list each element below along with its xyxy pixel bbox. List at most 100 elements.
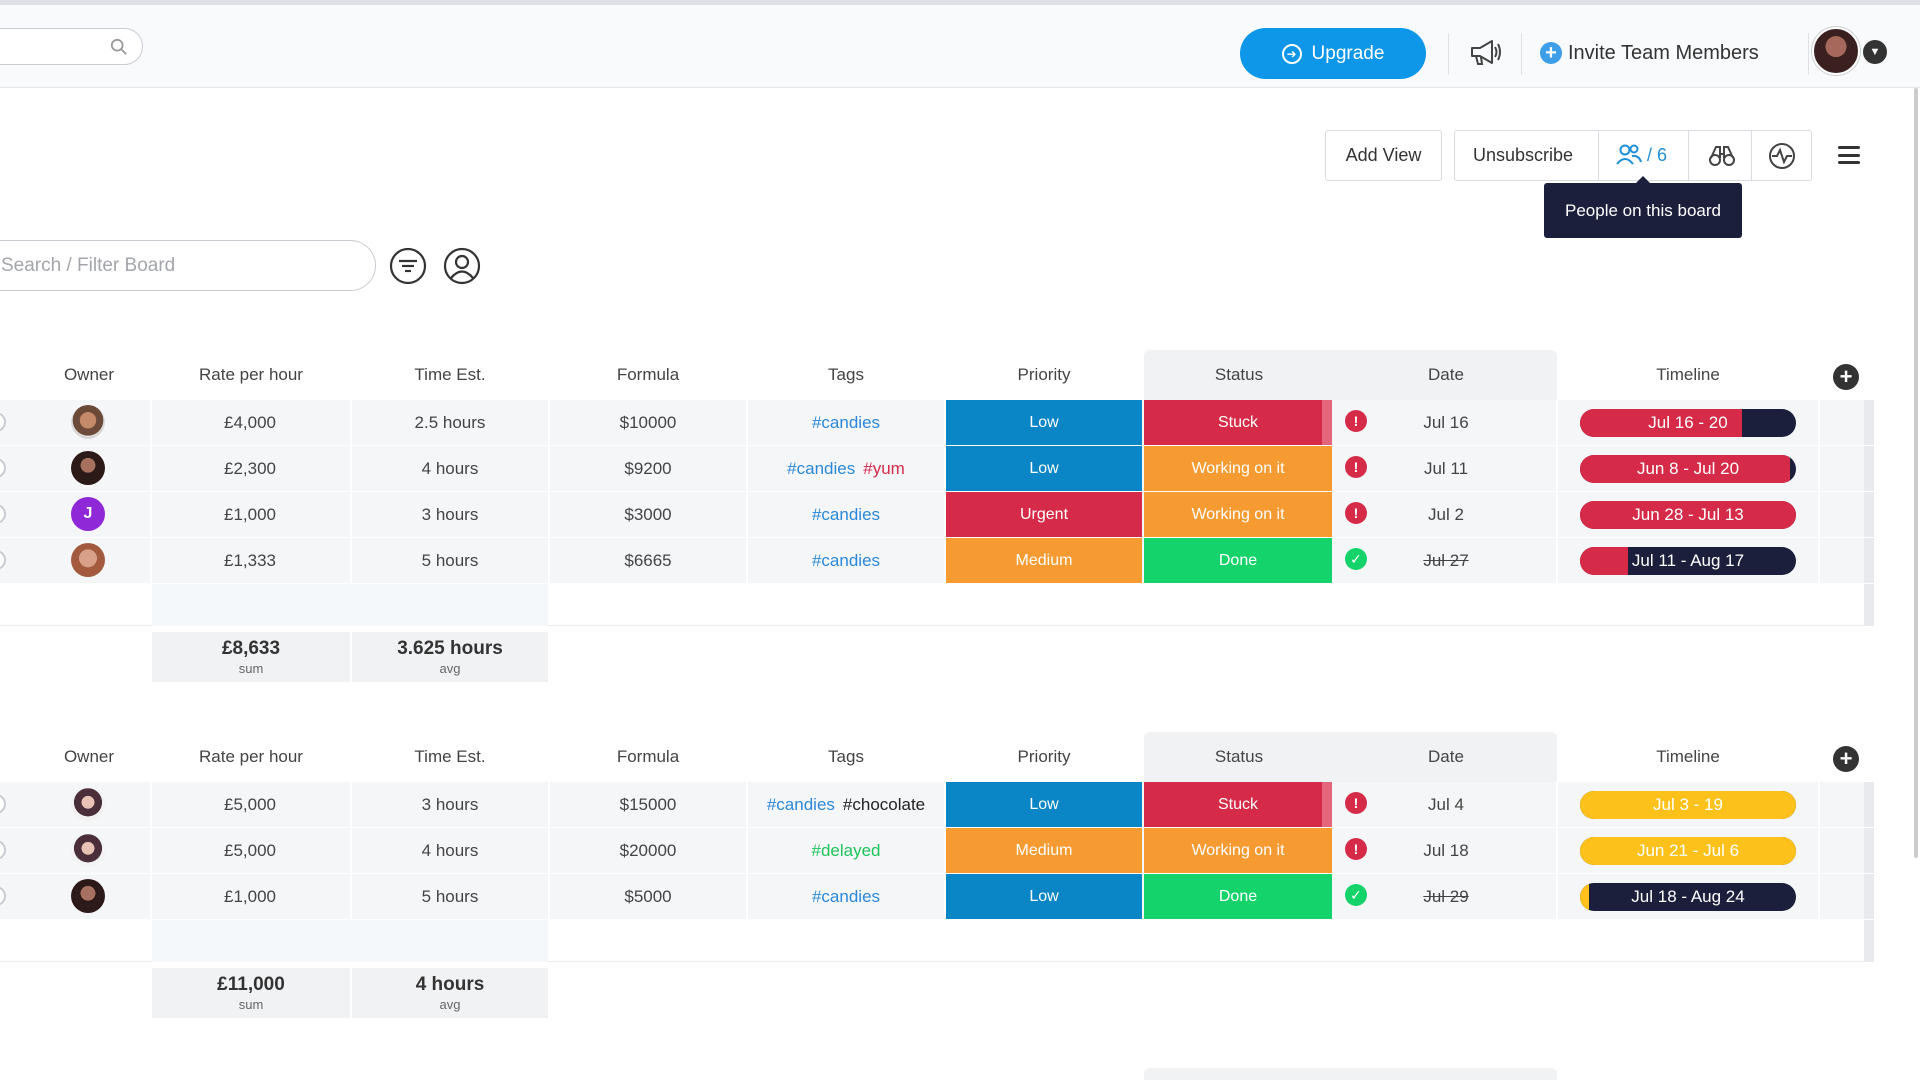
date-cell[interactable]: Jul 29 (1423, 886, 1469, 906)
column-header[interactable]: Time Est. (414, 747, 486, 766)
owner-avatar[interactable] (71, 451, 105, 485)
time-cell[interactable]: 5 hours (421, 550, 479, 570)
formula-cell[interactable]: $9200 (624, 458, 672, 478)
megaphone-icon[interactable] (1468, 37, 1502, 67)
menu-icon[interactable] (1838, 146, 1860, 164)
table-row[interactable] (0, 492, 1873, 537)
column-header[interactable]: Date (1428, 747, 1464, 766)
rate-cell[interactable]: £1,333 (224, 550, 276, 570)
formula-cell[interactable]: $3000 (624, 504, 672, 524)
column-header[interactable]: Status (1214, 747, 1264, 766)
date-cell[interactable]: Jul 16 (1423, 412, 1469, 432)
rate-cell[interactable]: £5,000 (224, 794, 276, 814)
priority-cell[interactable]: Urgent (946, 492, 1142, 537)
timeline-bar[interactable]: Jun 8 - Jul 20 (1580, 455, 1796, 483)
formula-cell[interactable]: $10000 (619, 412, 677, 432)
formula-cell[interactable]: $6665 (624, 550, 672, 570)
chevron-down-icon[interactable]: ▼ (1863, 40, 1887, 64)
priority-cell[interactable]: Medium (946, 538, 1142, 583)
timeline-bar[interactable]: Jul 16 - 20 (1580, 409, 1796, 437)
table-row[interactable] (0, 782, 1873, 827)
date-cell[interactable]: Jul 4 (1428, 794, 1464, 814)
priority-cell[interactable]: Medium (946, 828, 1142, 873)
timeline-bar[interactable]: Jun 28 - Jul 13 (1580, 501, 1796, 529)
time-cell[interactable]: 4 hours (421, 840, 479, 860)
tags-cell[interactable]: #candies (748, 492, 944, 537)
time-cell[interactable]: 4 hours (421, 458, 479, 478)
add-column-icon[interactable]: + (1833, 746, 1859, 772)
rate-cell[interactable]: £5,000 (224, 840, 276, 860)
tags-cell[interactable]: #candies (748, 538, 944, 583)
owner-avatar[interactable] (71, 543, 105, 577)
priority-cell[interactable]: Low (946, 782, 1142, 827)
upgrade-button[interactable]: ➜ Upgrade (1240, 28, 1426, 79)
unsubscribe-button[interactable]: Unsubscribe (1473, 145, 1574, 165)
date-cell[interactable]: Jul 2 (1428, 504, 1464, 524)
tag[interactable]: #yum (863, 458, 905, 478)
tag[interactable]: #candies (811, 550, 881, 570)
add-view-button[interactable]: Add View (1325, 130, 1442, 181)
add-column-icon[interactable]: + (1833, 364, 1859, 390)
tag[interactable]: #delayed (811, 840, 881, 860)
date-cell[interactable]: Jul 27 (1423, 550, 1469, 570)
user-avatar[interactable] (1812, 27, 1860, 75)
column-header[interactable]: Priority (1017, 365, 1071, 384)
priority-cell[interactable]: Low (946, 400, 1142, 445)
owner-avatar[interactable] (71, 879, 105, 913)
time-cell[interactable]: 3 hours (421, 504, 479, 524)
status-cell[interactable]: Stuck (1144, 782, 1332, 827)
column-header[interactable]: Owner (63, 365, 115, 384)
add-item-input-area[interactable] (152, 584, 548, 626)
rate-cell[interactable]: £1,000 (224, 504, 276, 524)
table-row[interactable] (0, 874, 1873, 919)
priority-cell[interactable]: Low (946, 874, 1142, 919)
time-cell[interactable]: 3 hours (421, 794, 479, 814)
column-header[interactable]: Timeline (1656, 747, 1720, 766)
column-header[interactable]: Tags (828, 365, 864, 384)
status-cell[interactable]: Done (1144, 874, 1332, 919)
time-cell[interactable]: 2.5 hours (414, 412, 486, 432)
owner-avatar[interactable] (71, 833, 105, 867)
tags-cell[interactable]: #candies (748, 874, 944, 919)
tags-cell[interactable]: #candies (748, 400, 944, 445)
owner-avatar[interactable] (71, 787, 105, 821)
owner-avatar[interactable]: J (71, 497, 105, 531)
date-cell[interactable]: Jul 18 (1423, 840, 1469, 860)
formula-cell[interactable]: $5000 (624, 886, 672, 906)
status-cell[interactable]: Working on it (1144, 828, 1332, 873)
date-cell[interactable]: Jul 11 (1423, 458, 1469, 478)
tag[interactable]: #candies (787, 458, 856, 478)
table-row[interactable] (0, 446, 1873, 491)
timeline-bar[interactable]: Jul 18 - Aug 24 (1580, 883, 1796, 911)
tag[interactable]: #candies (811, 886, 881, 906)
global-search-input[interactable] (0, 28, 143, 65)
add-item-row[interactable] (0, 584, 1864, 626)
table-row[interactable] (0, 538, 1873, 583)
person-filter-icon[interactable] (443, 247, 481, 285)
page-scrollbar[interactable] (1914, 88, 1918, 858)
tag[interactable]: #candies (811, 412, 881, 432)
add-item-row[interactable] (0, 920, 1864, 962)
search-filter-board-input[interactable] (0, 240, 376, 291)
add-item-input-area[interactable] (152, 920, 548, 962)
timeline-bar[interactable]: Jul 3 - 19 (1580, 791, 1796, 819)
table-row[interactable] (0, 400, 1873, 445)
status-cell[interactable]: Stuck (1144, 400, 1332, 445)
column-header[interactable]: Rate per hour (199, 747, 303, 766)
time-cell[interactable]: 5 hours (421, 886, 479, 906)
priority-cell[interactable]: Low (946, 446, 1142, 491)
binoculars-icon[interactable] (1707, 144, 1737, 168)
column-header[interactable]: Tags (828, 747, 864, 766)
column-header[interactable]: Time Est. (414, 365, 486, 384)
timeline-bar[interactable]: Jul 11 - Aug 17 (1580, 547, 1796, 575)
owner-avatar[interactable] (71, 405, 105, 439)
column-header[interactable]: Rate per hour (199, 365, 303, 384)
tags-cell[interactable]: #candies #yum (748, 446, 944, 491)
tag[interactable]: #candies (811, 504, 881, 524)
column-header[interactable]: Formula (616, 747, 680, 766)
column-header[interactable]: Date (1428, 365, 1464, 384)
tag[interactable]: #chocolate (842, 794, 926, 814)
formula-cell[interactable]: $15000 (619, 794, 677, 814)
invite-team-members-button[interactable]: + Invite Team Members (1540, 38, 1759, 68)
column-header[interactable]: Formula (616, 365, 680, 384)
